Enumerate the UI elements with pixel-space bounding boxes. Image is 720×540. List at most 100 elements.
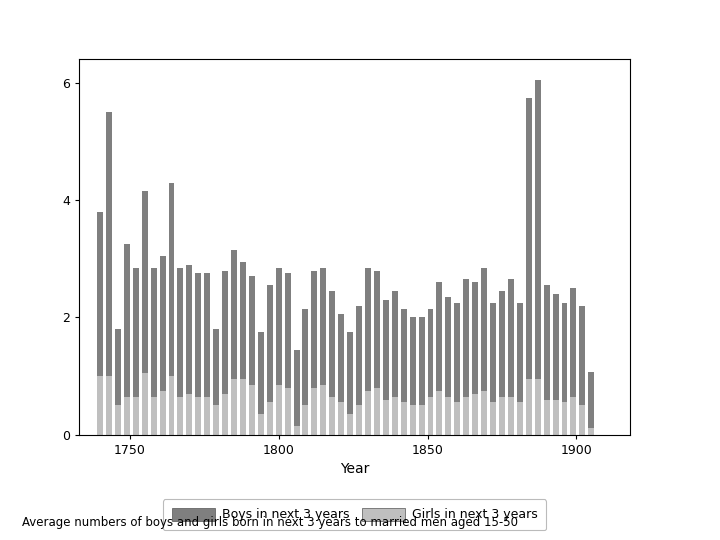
Bar: [428, 396, 433, 435]
Bar: [392, 291, 397, 396]
Bar: [410, 406, 415, 435]
Bar: [195, 273, 202, 396]
Bar: [463, 396, 469, 435]
Bar: [356, 306, 362, 406]
Bar: [428, 309, 433, 396]
Bar: [552, 400, 559, 435]
X-axis label: Year: Year: [340, 462, 369, 476]
Bar: [294, 426, 300, 435]
Bar: [472, 394, 478, 435]
Bar: [454, 402, 460, 435]
Bar: [168, 376, 174, 435]
Bar: [535, 80, 541, 379]
Bar: [463, 279, 469, 396]
Bar: [410, 318, 415, 406]
Bar: [186, 394, 192, 435]
Bar: [481, 391, 487, 435]
Bar: [124, 396, 130, 435]
Bar: [338, 402, 344, 435]
Bar: [97, 376, 103, 435]
Bar: [213, 406, 219, 435]
Bar: [97, 212, 103, 376]
Bar: [490, 303, 496, 402]
Bar: [552, 294, 559, 400]
Bar: [436, 391, 442, 435]
Bar: [580, 306, 585, 406]
Bar: [258, 414, 264, 435]
Bar: [588, 428, 594, 435]
Bar: [418, 406, 425, 435]
Bar: [249, 276, 255, 385]
Bar: [446, 396, 451, 435]
Bar: [124, 244, 130, 396]
Bar: [177, 396, 184, 435]
Bar: [177, 268, 184, 396]
Bar: [240, 262, 246, 379]
Bar: [508, 396, 514, 435]
Bar: [213, 329, 219, 406]
Bar: [374, 388, 380, 435]
Bar: [347, 332, 353, 414]
Bar: [544, 285, 549, 400]
Bar: [365, 391, 371, 435]
Bar: [267, 285, 273, 402]
Bar: [526, 98, 532, 379]
Bar: [276, 268, 282, 385]
Legend: Boys in next 3 years, Girls in next 3 years: Boys in next 3 years, Girls in next 3 ye…: [163, 499, 546, 530]
Bar: [392, 396, 397, 435]
Bar: [517, 303, 523, 402]
Bar: [312, 388, 318, 435]
Bar: [383, 300, 389, 400]
Bar: [481, 268, 487, 391]
Bar: [535, 379, 541, 435]
Bar: [562, 402, 567, 435]
Bar: [454, 303, 460, 402]
Bar: [249, 385, 255, 435]
Bar: [258, 332, 264, 414]
Bar: [320, 385, 326, 435]
Bar: [383, 400, 389, 435]
Bar: [490, 402, 496, 435]
Bar: [132, 268, 139, 396]
Bar: [338, 314, 344, 402]
Bar: [294, 350, 300, 426]
Bar: [320, 268, 326, 385]
Bar: [168, 183, 174, 376]
Bar: [347, 414, 353, 435]
Bar: [204, 396, 210, 435]
Bar: [401, 402, 407, 435]
Bar: [570, 288, 577, 396]
Bar: [231, 379, 237, 435]
Bar: [222, 394, 228, 435]
Bar: [160, 256, 166, 391]
Bar: [231, 250, 237, 379]
Bar: [580, 406, 585, 435]
Bar: [446, 297, 451, 396]
Bar: [160, 391, 166, 435]
Bar: [499, 396, 505, 435]
Bar: [204, 273, 210, 396]
Bar: [222, 271, 228, 394]
Text: Average numbers of boys and girls born in next 3 years to married men aged 15-50: Average numbers of boys and girls born i…: [22, 516, 518, 529]
Bar: [142, 373, 148, 435]
Bar: [276, 385, 282, 435]
Bar: [142, 191, 148, 373]
Bar: [106, 376, 112, 435]
Bar: [329, 291, 336, 396]
Bar: [115, 329, 121, 406]
Bar: [267, 402, 273, 435]
Bar: [195, 396, 202, 435]
Bar: [186, 265, 192, 394]
Bar: [588, 372, 594, 428]
Bar: [106, 112, 112, 376]
Bar: [284, 388, 291, 435]
Bar: [517, 402, 523, 435]
Bar: [150, 396, 157, 435]
Bar: [365, 268, 371, 391]
Bar: [374, 271, 380, 388]
Bar: [302, 406, 308, 435]
Bar: [302, 309, 308, 406]
Bar: [329, 396, 336, 435]
Bar: [508, 279, 514, 396]
Bar: [401, 309, 407, 402]
